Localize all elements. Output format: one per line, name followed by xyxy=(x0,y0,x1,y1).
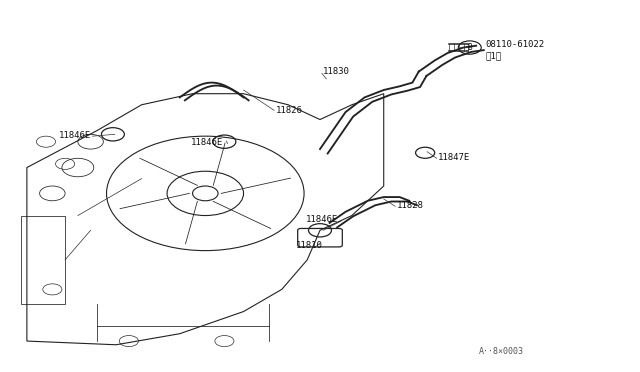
Text: 11826: 11826 xyxy=(275,106,302,115)
Text: 11847E: 11847E xyxy=(438,153,470,162)
Text: （1）: （1） xyxy=(486,51,502,60)
Text: 11846E: 11846E xyxy=(59,131,91,140)
Text: 11846E: 11846E xyxy=(191,138,223,147)
Text: 11828: 11828 xyxy=(396,201,423,210)
Text: 11846E: 11846E xyxy=(306,215,338,224)
Text: 08110-61022: 08110-61022 xyxy=(486,40,545,49)
Text: 11830: 11830 xyxy=(323,67,350,76)
Text: A··8×0003: A··8×0003 xyxy=(479,347,524,356)
Text: B: B xyxy=(467,43,472,52)
Text: 11810: 11810 xyxy=(296,241,323,250)
